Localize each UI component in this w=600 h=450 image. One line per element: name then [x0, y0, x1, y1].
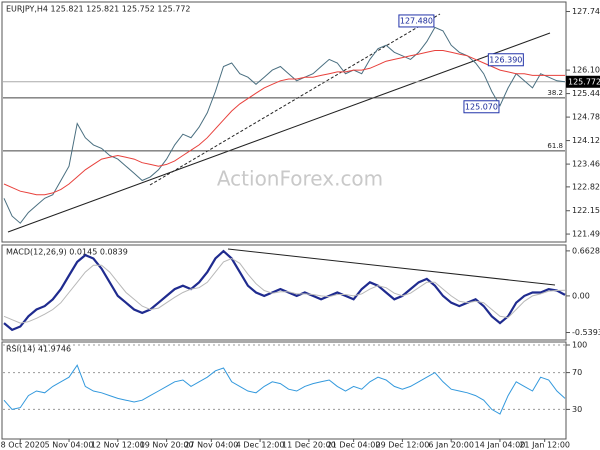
y-tick-label: 125.440 — [572, 89, 600, 98]
x-tick-label: 11 Dec 20:00 — [282, 441, 336, 450]
x-tick-label: 14 Jan 04:00 — [475, 441, 526, 450]
rsi-frame — [1, 341, 567, 440]
x-tick-label: 12 Nov 12:00 — [91, 441, 145, 450]
macd-title: MACD(12,26,9) 0.0145 0.0839 — [6, 248, 128, 257]
y-tick-label: 126.100 — [572, 66, 600, 75]
price-title: EURJPY,H4 125.821 125.821 125.752 125.77… — [6, 5, 191, 14]
price-annotation: 126.390 — [489, 55, 522, 64]
y-tick-label: -0.5393 — [572, 328, 600, 337]
price-annotation-box — [463, 100, 500, 114]
series-line — [3, 364, 566, 415]
y-tick-label: 30 — [572, 405, 582, 414]
series-line — [3, 50, 565, 196]
x-tick-label: 5 Nov 04:00 — [45, 441, 94, 450]
price-annotation: 127.480 — [400, 16, 433, 25]
price-annotation-box — [487, 53, 524, 67]
last-price-label: 125.772 — [568, 77, 600, 86]
y-tick-label: 122.820 — [572, 182, 600, 191]
y-tick-label: 0.6628 — [572, 246, 600, 255]
y-tick-label: 124.780 — [572, 113, 600, 122]
y-tick-label: 121.495 — [572, 230, 600, 239]
x-tick-label: 21 Jan 12:00 — [519, 441, 570, 450]
y-tick-label: 122.150 — [572, 206, 600, 215]
series-line — [3, 249, 566, 332]
price-frame — [1, 1, 567, 243]
series-line — [3, 26, 566, 224]
trendline — [7, 32, 551, 233]
x-tick-label: 21 Dec 04:00 — [327, 441, 381, 450]
price-annotation: 125.070 — [465, 102, 498, 111]
y-tick-label: 70 — [572, 368, 582, 377]
watermark: ActionForex.com — [217, 167, 383, 191]
fib-label: 38.2 — [547, 89, 563, 97]
trendline-dashed — [149, 13, 441, 186]
rsi-title: RSI(14) 41.9746 — [6, 345, 71, 354]
series-line — [3, 257, 566, 324]
macd-frame — [1, 244, 567, 341]
x-tick-label: 28 Oct 2020 — [0, 441, 45, 450]
y-tick-label: 124.120 — [572, 136, 600, 145]
x-tick-label: 27 Nov 04:00 — [184, 441, 238, 450]
last-price-box — [566, 75, 600, 88]
macd-trendline — [227, 248, 556, 286]
price-annotation-box — [398, 14, 435, 28]
y-tick-label: 127.745 — [572, 7, 600, 16]
x-tick-label: 29 Dec 12:00 — [375, 441, 429, 450]
y-tick-label: 100 — [572, 341, 587, 350]
x-tick-label: 6 Jan 20:00 — [428, 441, 474, 450]
y-tick-label: 0.00 — [572, 291, 590, 300]
x-tick-label: 19 Nov 20:00 — [140, 441, 194, 450]
y-tick-label: 123.460 — [572, 160, 600, 169]
x-tick-label: 4 Dec 12:00 — [236, 441, 285, 450]
fib-label: 61.8 — [547, 142, 563, 150]
